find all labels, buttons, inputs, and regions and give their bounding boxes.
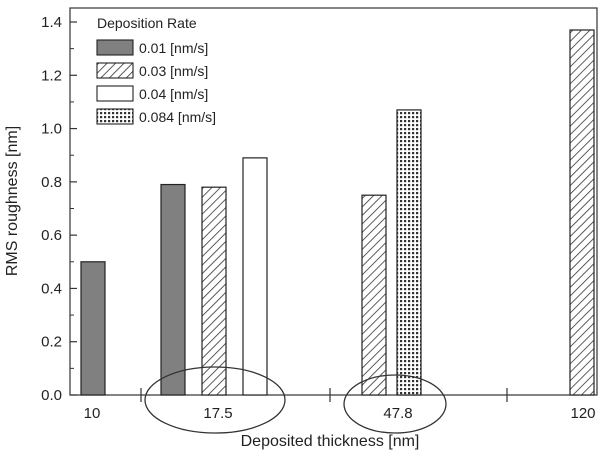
y-tick-label: 0.2 [41,334,62,351]
annotation-ellipse [144,366,286,434]
y-tick-label: 0.0 [41,387,62,404]
y-tick-label: 0.6 [41,227,62,244]
bar [569,29,595,396]
legend-swatch [96,85,134,102]
legend-label: 0.084 [nm/s] [139,109,216,125]
y-tick-label: 1.2 [41,67,62,84]
y-tick-label: 0.8 [41,174,62,191]
legend-title: Deposition Rate [97,15,197,31]
annotations [144,366,447,434]
legend-swatch [96,39,134,56]
legend-label: 0.03 [nm/s] [139,63,208,79]
bar [160,183,186,396]
legend-swatch [96,108,134,125]
y-axis: 0.0 0.2 0.4 0.6 0.8 1.0 1.2 1.4 [41,14,77,404]
y-tick-label: 1.4 [41,14,62,31]
y-tick-label: 1.0 [41,121,62,138]
legend-label: 0.04 [nm/s] [139,86,208,102]
x-tick-label: 17.5 [203,405,232,422]
bar [361,194,387,396]
bars [80,29,595,396]
legend: Deposition Rate 0.01 [nm/s] 0.03 [nm/s] 0.… [96,15,216,125]
y-axis-label: RMS roughness [nm] [4,126,21,276]
bar [396,109,422,396]
x-axis-label: Deposited thickness [nm] [241,433,420,450]
bar [80,261,106,396]
annotation-ellipse [343,374,447,434]
x-tick-label: 47.8 [383,405,412,422]
x-axis: 10 17.5 47.8 120 [84,388,596,422]
plot-frame [69,7,598,396]
bar [242,157,268,396]
y-tick-label: 0.4 [41,280,62,297]
x-tick-label: 10 [84,405,101,422]
x-tick-label: 120 [570,405,595,422]
legend-label: 0.01 [nm/s] [139,40,208,56]
bar [201,186,227,396]
legend-swatch [96,62,134,79]
